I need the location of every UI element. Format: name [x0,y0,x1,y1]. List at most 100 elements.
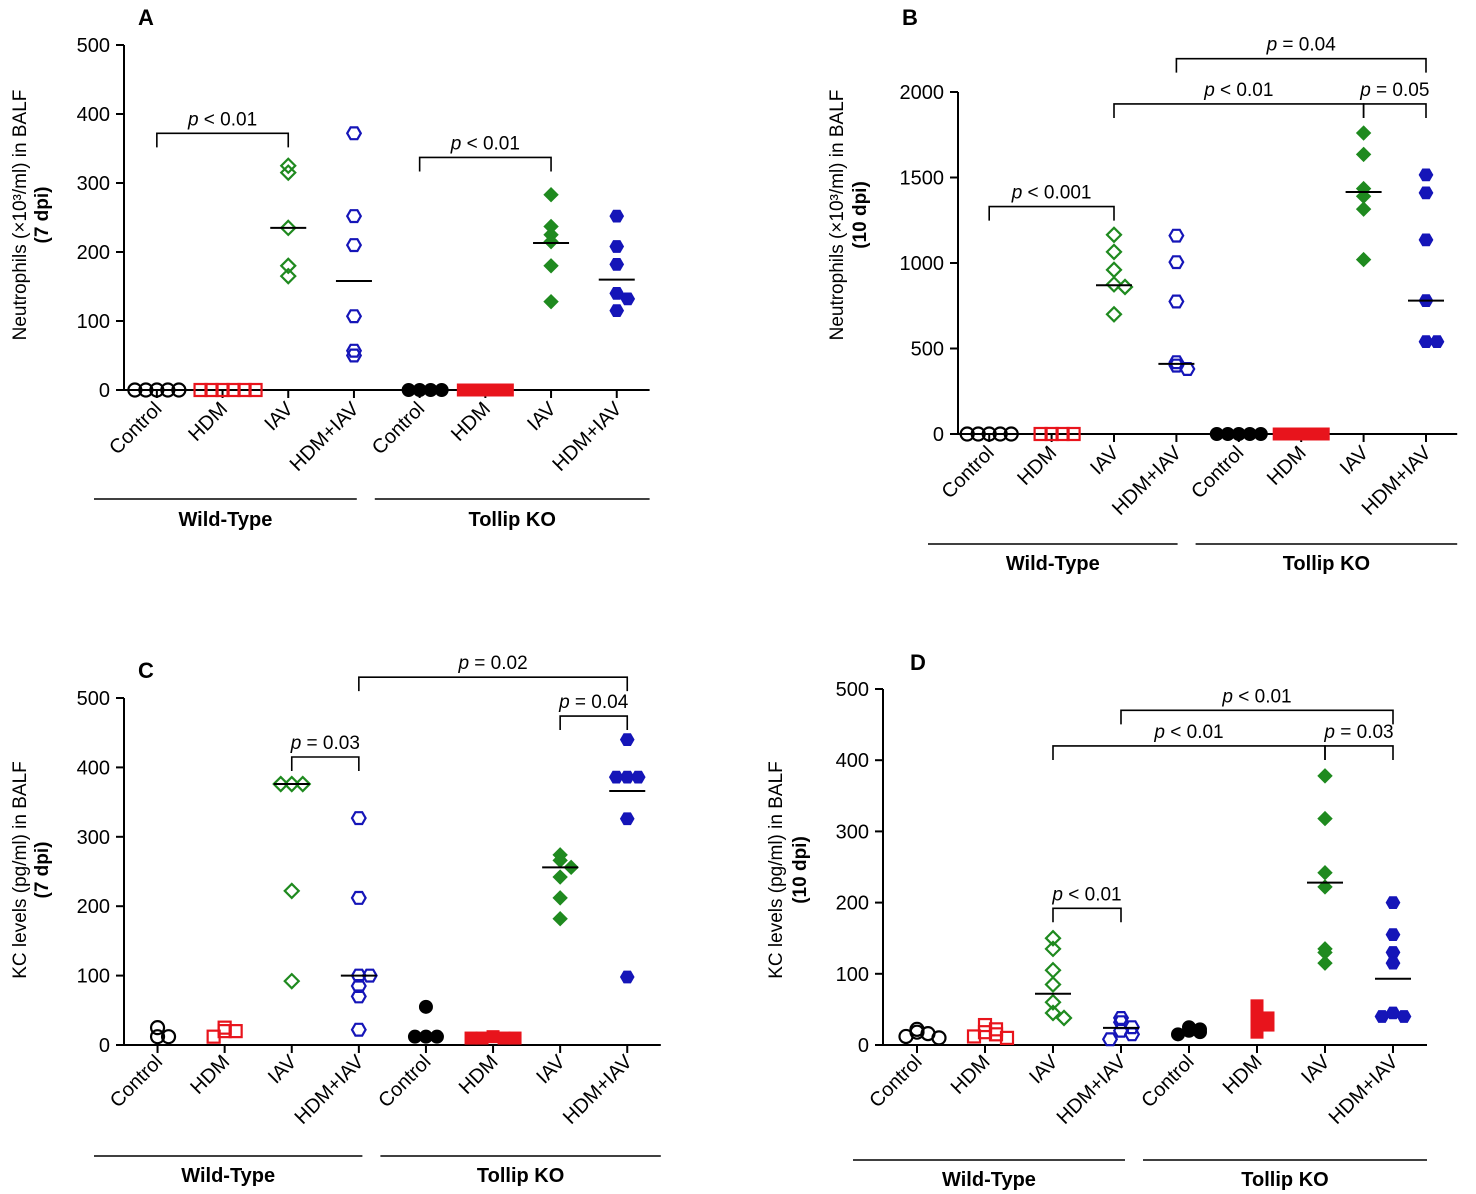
p-value: < 0.01 [1165,722,1224,743]
category-label: HDM+IAV [559,1051,637,1129]
data-point [1305,427,1319,441]
p-value-label: p = 0.04 [1266,35,1337,56]
series-3 [335,126,372,363]
category-label: IAV [1086,442,1124,480]
p-symbol: p [558,692,570,713]
y-axis-label-dpi: (7 dpi) [32,842,53,899]
p-value-label: p < 0.01 [1153,722,1223,743]
category-label: HDM+IAV [1325,1051,1403,1129]
series-2 [270,157,307,285]
y-axis-label-dpi: (7 dpi) [32,187,53,244]
data-point [1168,294,1185,309]
series-4 [1209,427,1268,441]
data-point [981,426,997,442]
comparison-bracket: p < 0.01 [1113,80,1365,118]
data-point [1355,125,1372,141]
p-symbol: p [290,733,302,754]
series-6 [542,847,579,927]
category-label: HDM+IAV [1053,1051,1131,1129]
p-value: < 0.01 [1063,884,1122,905]
data-point [1261,1018,1275,1032]
data-point [149,1029,166,1045]
data-point [1385,956,1401,970]
data-point [1105,226,1123,244]
data-point [1044,975,1062,994]
data-point [1374,1010,1390,1023]
data-point [429,1029,444,1044]
y-tick-label: 0 [99,1035,110,1057]
data-point [1055,1009,1073,1027]
bracket-line [559,715,629,731]
data-point [959,426,975,442]
data-point [418,999,433,1014]
p-value-label: p = 0.04 [558,692,629,713]
data-point [193,382,208,398]
y-axis-label-dpi: (10 dpi) [790,836,811,904]
data-point [1003,426,1019,442]
p-value: = 0.02 [469,653,528,674]
group-label: Tollip KO [468,509,555,531]
data-point [931,1030,947,1046]
p-symbol: p [1203,80,1215,101]
y-tick-label: 300 [836,821,869,843]
data-point [1385,946,1401,959]
data-point [283,972,301,990]
data-point [138,382,154,398]
category-label: IAV [1297,1051,1335,1089]
data-point [1112,1010,1130,1025]
data-point [206,1029,221,1044]
p-value: < 0.01 [199,109,258,130]
category-label: HDM+IAV [549,398,627,476]
data-point [1317,810,1333,827]
data-point [543,293,559,310]
category-label: IAV [532,1051,570,1089]
p-value-label: p < 0.01 [1051,884,1121,905]
y-axis-label: KC levels (pg/ml) in BALF [766,761,787,979]
data-point [1033,426,1048,442]
bracket-line [988,205,1115,221]
data-point [279,267,297,285]
data-point [345,238,363,253]
p-value-label: p = 0.03 [290,733,360,754]
p-value-label: p < 0.01 [450,133,520,154]
panel-letter: B [902,5,918,30]
panel-letter: D [910,650,926,675]
bracket-line [1362,103,1427,118]
bracket-line [156,132,290,148]
data-point [1418,168,1434,182]
data-point [279,164,297,182]
data-point [552,890,568,906]
data-point [1193,1025,1207,1040]
group-label: Wild-Type [178,509,272,531]
p-symbol: p [1323,722,1335,743]
data-point [467,383,481,397]
data-point [1250,1025,1264,1039]
data-point [345,309,363,324]
series-7 [1408,168,1445,348]
data-point [1385,928,1401,941]
series-7 [598,209,636,317]
data-point [1168,255,1185,270]
y-tick-label: 200 [77,896,110,918]
data-point [1429,335,1445,348]
category-label: Control [1187,442,1248,503]
comparison-bracket: p < 0.01 [418,133,552,172]
data-point [350,890,367,905]
bracket-line [358,676,629,692]
data-point [294,775,312,793]
comparison-bracket: p = 0.03 [1323,722,1394,760]
category-label: HDM [1219,1051,1267,1099]
y-tick-label: 0 [99,380,110,402]
category-label: HDM [186,1051,234,1099]
data-point [160,382,176,398]
bracket-line [1113,103,1365,118]
category-label: IAV [260,398,298,436]
y-tick-label: 100 [77,966,110,988]
category-label: HDM [1013,442,1061,490]
y-axis-label-dpi: (10 dpi) [850,181,871,249]
series-3 [1101,1010,1141,1047]
y-tick-label: 400 [77,104,110,126]
panel-letter: C [138,658,154,683]
p-symbol: p [1359,80,1371,101]
